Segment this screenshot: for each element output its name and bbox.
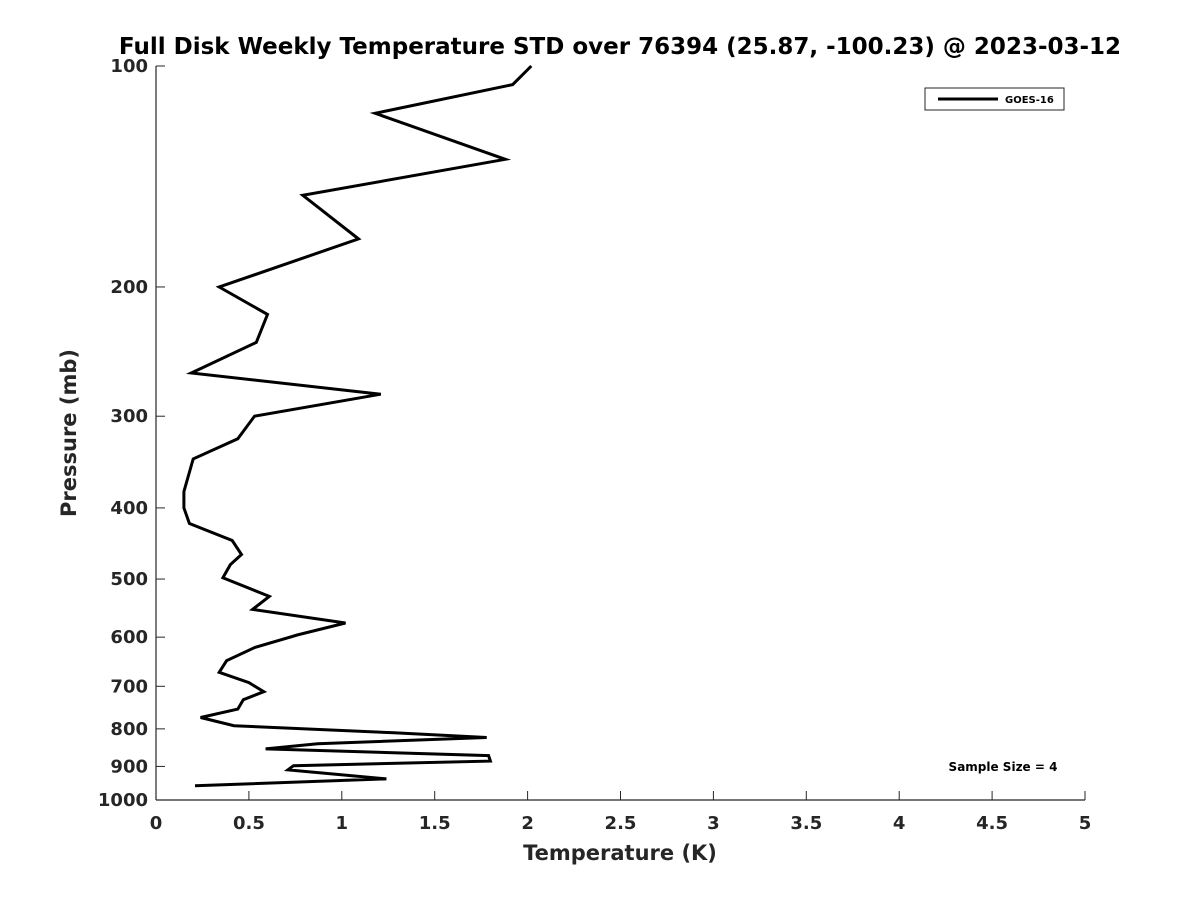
x-tick-label: 1.5 [419,813,451,834]
y-tick-label: 1000 [98,790,148,811]
x-tick-label: 2 [521,813,534,834]
legend-label: GOES-16 [1005,95,1054,106]
x-tick-label: 4 [893,813,906,834]
series-line-goes-16 [182,64,533,788]
x-tick-label: 5 [1079,813,1092,834]
x-tick-label: 0 [150,813,163,834]
x-ticks: 0 0.5 1 1.5 2 2.5 3 3.5 4 4.5 5 [150,791,1092,834]
series-layer [182,64,533,788]
y-tick-label: 600 [110,627,148,648]
chart-title: Full Disk Weekly Temperature STD over 76… [119,34,1121,60]
y-tick-label: 900 [110,756,148,777]
x-tick-label: 3.5 [790,813,822,834]
sample-size-annotation: Sample Size = 4 [949,760,1058,774]
y-tick-label: 100 [110,56,148,77]
y-ticks: 100 200 300 400 500 600 700 800 900 1000 [98,56,165,811]
x-tick-label: 1 [336,813,349,834]
axes [155,66,1085,801]
x-tick-label: 0.5 [233,813,265,834]
y-axis-label: Pressure (mb) [57,349,81,517]
x-tick-label: 3 [707,813,720,834]
y-tick-label: 400 [110,498,148,519]
y-tick-label: 700 [110,676,148,697]
y-tick-label: 500 [110,569,148,590]
legend: GOES-16 [924,87,1065,111]
y-tick-label: 800 [110,719,148,740]
y-tick-label: 300 [110,406,148,427]
x-tick-label: 2.5 [605,813,637,834]
y-tick-label: 200 [110,277,148,298]
x-tick-label: 4.5 [976,813,1008,834]
x-axis-label: Temperature (K) [523,841,717,865]
